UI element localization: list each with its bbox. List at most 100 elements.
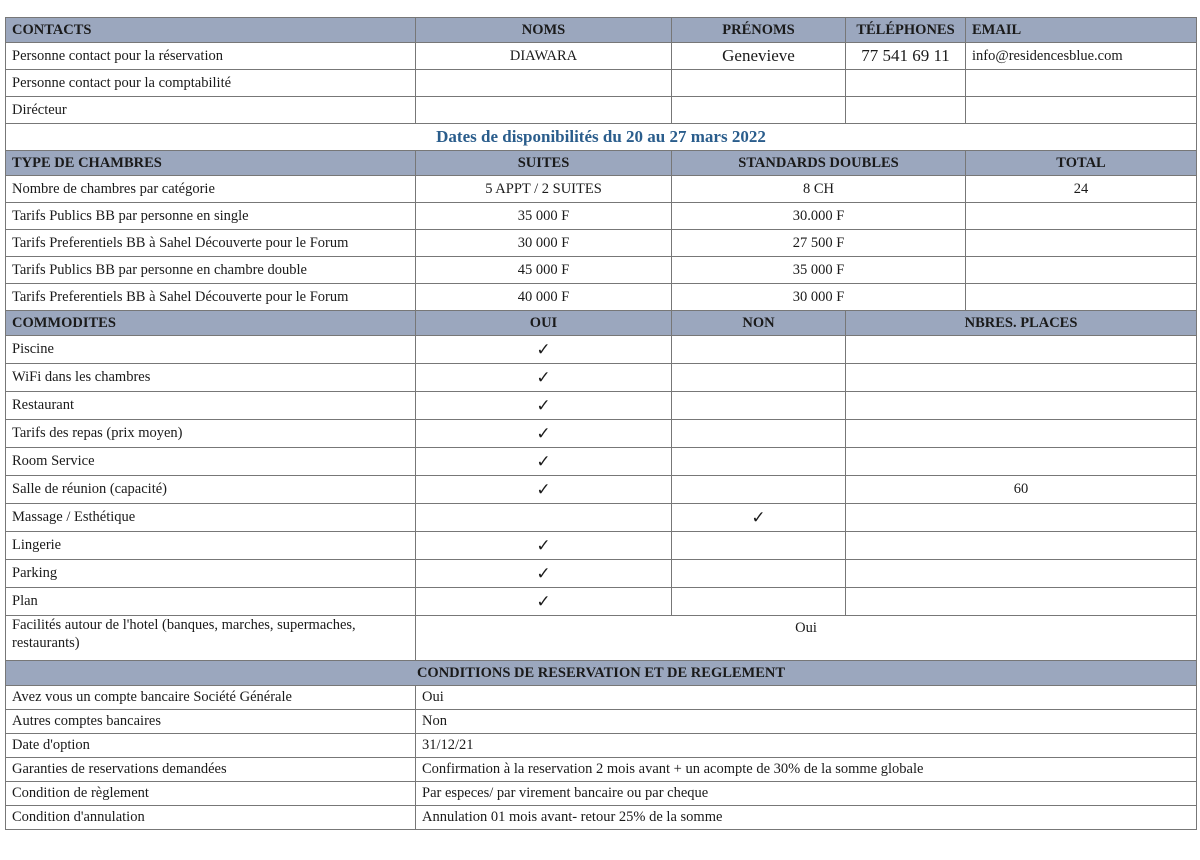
- non-cell: [671, 559, 846, 588]
- condition-value: 31/12/21: [415, 733, 1197, 758]
- standards-value: 8 CH: [671, 175, 966, 203]
- check-icon: ✓: [415, 475, 672, 504]
- header-commodites: COMMODITES: [5, 310, 416, 336]
- amenity-label: Parking: [5, 559, 416, 588]
- check-icon: ✓: [415, 447, 672, 476]
- amenity-label: Restaurant: [5, 391, 416, 420]
- non-cell: [671, 531, 846, 560]
- header-suites: SUITES: [415, 150, 672, 176]
- condition-label: Date d'option: [5, 733, 416, 758]
- places-value: [845, 419, 1197, 448]
- header-total: TOTAL: [965, 150, 1197, 176]
- check-icon: ✓: [671, 503, 846, 532]
- standards-value: 30.000 F: [671, 202, 966, 230]
- amenity-row: WiFi dans les chambres ✓: [5, 363, 1197, 392]
- amenity-label: Lingerie: [5, 531, 416, 560]
- amenity-row: Tarifs des repas (prix moyen) ✓: [5, 419, 1197, 448]
- amenity-label: Plan: [5, 587, 416, 616]
- room-label: Tarifs Preferentiels BB à Sahel Découver…: [5, 229, 416, 257]
- room-row: Tarifs Publics BB par personne en chambr…: [5, 256, 1197, 284]
- contact-row: Dirécteur: [5, 96, 1197, 124]
- header-non: NON: [671, 310, 846, 336]
- non-cell: [671, 419, 846, 448]
- contact-label: Personne contact pour la comptabilité: [5, 69, 416, 97]
- check-icon: ✓: [415, 391, 672, 420]
- amenity-label: Piscine: [5, 335, 416, 364]
- rooms-header: TYPE DE CHAMBRES SUITES STANDARDS DOUBLE…: [5, 150, 1197, 176]
- standards-value: 30 000 F: [671, 283, 966, 311]
- header-places: NBRES. PLACES: [845, 310, 1197, 336]
- total-value: [965, 283, 1197, 311]
- amenity-row: Restaurant ✓: [5, 391, 1197, 420]
- oui-cell: [415, 503, 672, 532]
- conditions-header: CONDITIONS DE RESERVATION ET DE REGLEMEN…: [5, 660, 1197, 686]
- condition-label: Garanties de reservations demandées: [5, 757, 416, 782]
- non-cell: [671, 475, 846, 504]
- condition-value: Oui: [415, 685, 1197, 710]
- condition-value: Non: [415, 709, 1197, 734]
- places-value: [845, 587, 1197, 616]
- suites-value: 40 000 F: [415, 283, 672, 311]
- amenity-label: Salle de réunion (capacité): [5, 475, 416, 504]
- total-value: 24: [965, 175, 1197, 203]
- non-cell: [671, 447, 846, 476]
- room-row: Tarifs Publics BB par personne en single…: [5, 202, 1197, 230]
- availability-title: Dates de disponibilités du 20 au 27 mars…: [5, 123, 1197, 151]
- suites-value: 5 APPT / 2 SUITES: [415, 175, 672, 203]
- amenity-row: Lingerie ✓: [5, 531, 1197, 560]
- total-value: [965, 229, 1197, 257]
- amenity-row: Parking ✓: [5, 559, 1197, 588]
- places-value: [845, 391, 1197, 420]
- check-icon: ✓: [415, 531, 672, 560]
- suites-value: 30 000 F: [415, 229, 672, 257]
- condition-row: Condition d'annulation Annulation 01 mois…: [5, 805, 1197, 830]
- amenity-row: Plan ✓: [5, 587, 1197, 616]
- condition-label: Autres comptes bancaires: [5, 709, 416, 734]
- amenity-row: Massage / Esthétique ✓: [5, 503, 1197, 532]
- check-icon: ✓: [415, 335, 672, 364]
- contact-nom: DIAWARA: [415, 42, 672, 70]
- check-icon: ✓: [415, 559, 672, 588]
- nearby-label: Facilités autour de l'hotel (banques, ma…: [5, 615, 416, 661]
- amenity-label: Room Service: [5, 447, 416, 476]
- places-value: [845, 531, 1197, 560]
- contact-label: Dirécteur: [5, 96, 416, 124]
- amenity-row: Piscine ✓: [5, 335, 1197, 364]
- condition-row: Date d'option 31/12/21: [5, 733, 1197, 758]
- header-noms: NOMS: [415, 17, 672, 43]
- room-row: Tarifs Preferentiels BB à Sahel Découver…: [5, 283, 1197, 311]
- non-cell: [671, 587, 846, 616]
- condition-row: Garanties de reservations demandées Confi…: [5, 757, 1197, 782]
- amenity-label: WiFi dans les chambres: [5, 363, 416, 392]
- room-row: Nombre de chambres par catégorie 5 APPT /…: [5, 175, 1197, 203]
- contact-email: info@residencesblue.com: [965, 42, 1197, 70]
- contact-prenom: Genevieve: [671, 42, 846, 70]
- suites-value: 35 000 F: [415, 202, 672, 230]
- condition-label: Condition d'annulation: [5, 805, 416, 830]
- condition-row: Avez vous un compte bancaire Société Gén…: [5, 685, 1197, 710]
- nearby-row: Facilités autour de l'hotel (banques, ma…: [5, 615, 1197, 661]
- non-cell: [671, 391, 846, 420]
- places-value: [845, 335, 1197, 364]
- condition-value: Annulation 01 mois avant- retour 25% de …: [415, 805, 1197, 830]
- amenity-row: Salle de réunion (capacité) ✓ 60: [5, 475, 1197, 504]
- nearby-value: Oui: [415, 615, 1197, 661]
- room-row: Tarifs Preferentiels BB à Sahel Découver…: [5, 229, 1197, 257]
- suites-value: 45 000 F: [415, 256, 672, 284]
- amenities-header: COMMODITES OUI NON NBRES. PLACES: [5, 310, 1197, 336]
- condition-label: Avez vous un compte bancaire Société Gén…: [5, 685, 416, 710]
- places-value: [845, 503, 1197, 532]
- room-label: Tarifs Preferentiels BB à Sahel Découver…: [5, 283, 416, 311]
- total-value: [965, 202, 1197, 230]
- condition-value: Par especes/ par virement bancaire ou pa…: [415, 781, 1197, 806]
- check-icon: ✓: [415, 587, 672, 616]
- header-standards: STANDARDS DOUBLES: [671, 150, 966, 176]
- places-value: [845, 447, 1197, 476]
- header-type-chambres: TYPE DE CHAMBRES: [5, 150, 416, 176]
- contact-row: Personne contact pour la réservation DIA…: [5, 42, 1197, 70]
- room-label: Tarifs Publics BB par personne en single: [5, 202, 416, 230]
- contact-telephone: 77 541 69 11: [845, 42, 966, 70]
- header-contacts: CONTACTS: [5, 17, 416, 43]
- condition-value: Confirmation à la reservation 2 mois ava…: [415, 757, 1197, 782]
- contact-label: Personne contact pour la réservation: [5, 42, 416, 70]
